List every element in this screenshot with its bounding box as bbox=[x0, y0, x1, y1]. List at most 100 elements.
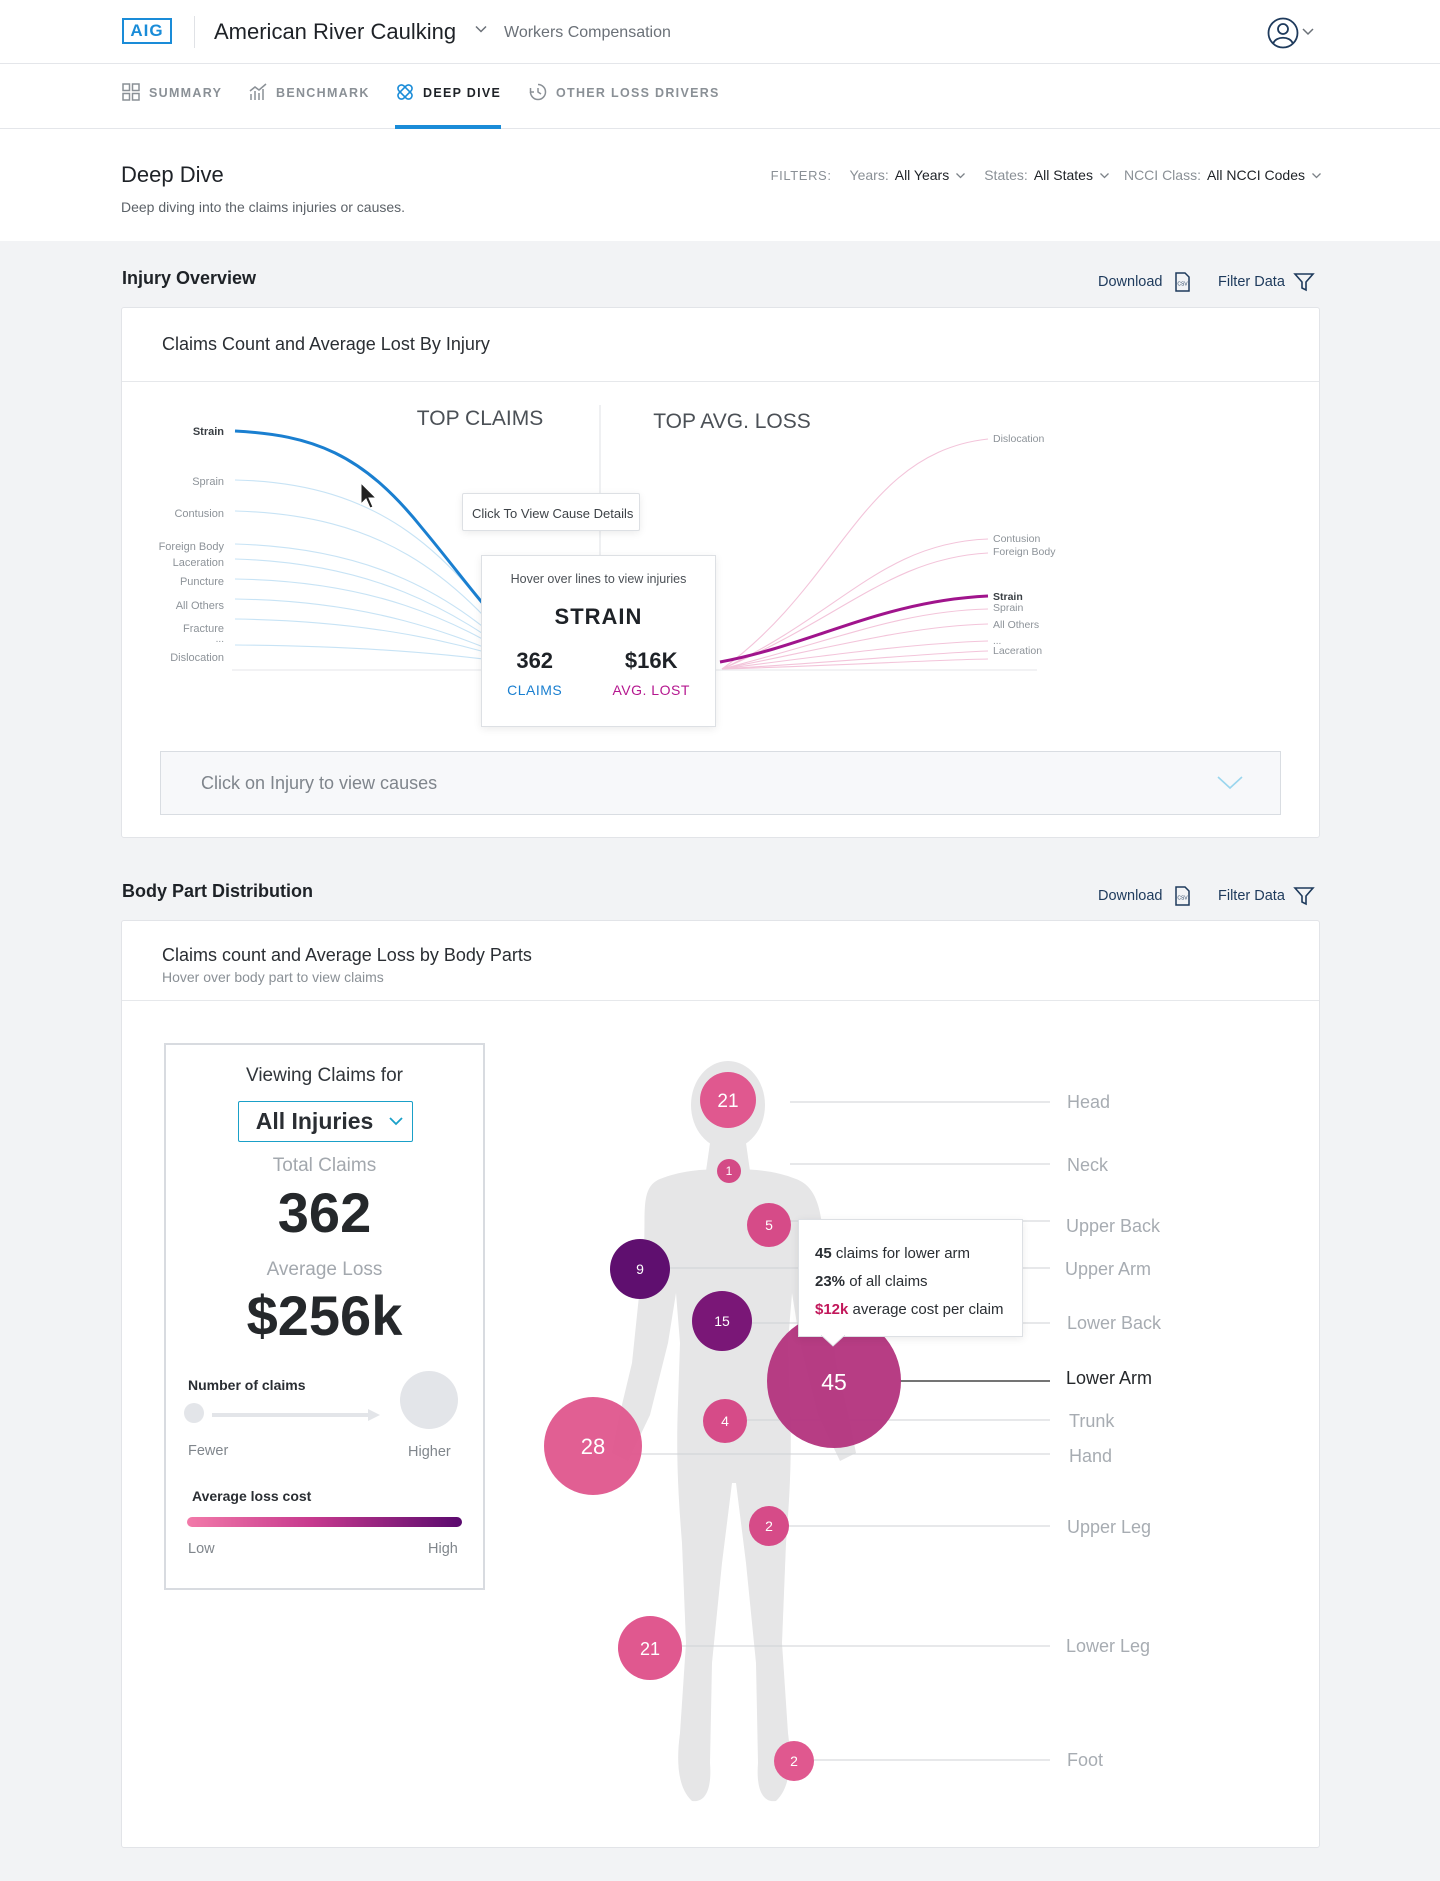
company-name[interactable]: American River Caulking bbox=[214, 19, 457, 44]
aig-logo[interactable]: AIG bbox=[122, 18, 172, 44]
injury-hover-card: Hover over lines to view injuries STRAIN… bbox=[481, 555, 716, 727]
bubble-upper-arm-count: 9 bbox=[636, 1261, 644, 1277]
right-faint-lines bbox=[721, 438, 989, 670]
strain-loss-line[interactable] bbox=[719, 594, 989, 664]
label-upper-leg[interactable]: Upper Leg bbox=[1067, 1517, 1151, 1537]
states-filter[interactable]: States: All States bbox=[984, 167, 1110, 183]
label-foot[interactable]: Foot bbox=[1067, 1750, 1103, 1770]
tooltip-cost-text: average cost per claim bbox=[852, 1301, 1004, 1318]
label-head[interactable]: Head bbox=[1067, 1092, 1110, 1112]
bubble-lower-back[interactable]: 15 bbox=[692, 1291, 752, 1351]
claims-value: 362 bbox=[516, 648, 554, 673]
tooltip-pct-text: of all claims bbox=[849, 1273, 928, 1290]
chevron-down-icon[interactable] bbox=[474, 22, 488, 36]
bubble-lower-leg[interactable]: 21 bbox=[618, 1616, 682, 1680]
bubble-upper-leg-count: 2 bbox=[765, 1518, 773, 1534]
high-label: High bbox=[428, 1541, 458, 1557]
left-label-puncture[interactable]: Puncture bbox=[180, 576, 224, 588]
years-filter[interactable]: Years: All Years bbox=[850, 167, 967, 183]
filter-data-label: Filter Data bbox=[1218, 888, 1285, 904]
bubble-lower-back-count: 15 bbox=[714, 1313, 730, 1329]
bubble-lower-arm[interactable]: 45 bbox=[767, 1314, 901, 1448]
left-label-dislocation[interactable]: Dislocation bbox=[170, 652, 224, 664]
tab-label: DEEP DIVE bbox=[423, 86, 502, 100]
filter-data-button[interactable]: Filter Data bbox=[1218, 885, 1315, 907]
bubble-hand[interactable]: 28 bbox=[544, 1397, 642, 1495]
csv-file-icon: CSV bbox=[1174, 272, 1190, 292]
filter-data-label: Filter Data bbox=[1218, 274, 1285, 290]
filters-label: FILTERS: bbox=[770, 167, 832, 183]
right-label-all-others[interactable]: All Others bbox=[993, 619, 1039, 631]
injury-overview-title: Injury Overview bbox=[122, 268, 257, 288]
right-label-laceration[interactable]: Laceration bbox=[993, 645, 1042, 657]
bubble-upper-arm[interactable]: 9 bbox=[610, 1239, 670, 1299]
label-neck[interactable]: Neck bbox=[1067, 1155, 1109, 1175]
bubble-neck[interactable]: 1 bbox=[717, 1159, 741, 1183]
body-part-tooltip: 45 claims for lower arm 23% of all claim… bbox=[798, 1219, 1023, 1347]
ncci-filter[interactable]: NCCI Class: All NCCI Codes bbox=[1124, 167, 1322, 183]
bubble-neck-count: 1 bbox=[726, 1164, 733, 1178]
label-trunk[interactable]: Trunk bbox=[1069, 1411, 1115, 1431]
user-menu-button[interactable] bbox=[1266, 16, 1326, 50]
download-button[interactable]: Download CSV bbox=[1098, 271, 1193, 293]
top-claims-label: TOP CLAIMS bbox=[417, 407, 543, 430]
bubble-foot-count: 2 bbox=[790, 1753, 798, 1769]
left-label-all-others[interactable]: All Others bbox=[176, 600, 225, 612]
label-upper-back[interactable]: Upper Back bbox=[1066, 1216, 1161, 1236]
left-label-strain[interactable]: Strain bbox=[193, 426, 224, 438]
label-lower-arm[interactable]: Lower Arm bbox=[1066, 1368, 1152, 1388]
injury-select[interactable]: All Injuries bbox=[238, 1101, 413, 1142]
filter-data-button[interactable]: Filter Data bbox=[1218, 271, 1315, 293]
right-label-contusion[interactable]: Contusion bbox=[993, 533, 1040, 545]
left-label-sprain[interactable]: Sprain bbox=[192, 476, 224, 488]
right-label-dislocation[interactable]: Dislocation bbox=[993, 433, 1045, 445]
body-card-header: Claims count and Average Loss by Body Pa… bbox=[122, 921, 1319, 1001]
left-label-foreign-body[interactable]: Foreign Body bbox=[159, 541, 225, 553]
label-lower-leg[interactable]: Lower Leg bbox=[1066, 1636, 1150, 1656]
bubble-head[interactable]: 21 bbox=[700, 1072, 756, 1128]
label-lower-back[interactable]: Lower Back bbox=[1067, 1313, 1162, 1333]
total-claims-label: Total Claims bbox=[272, 1155, 377, 1176]
bubble-foot[interactable]: 2 bbox=[774, 1741, 814, 1781]
body-map[interactable]: 21 1 5 9 15 45 4 28 2 21 2 Head Neck Upp… bbox=[500, 1043, 1300, 1823]
causes-prompt: Click on Injury to view causes bbox=[201, 773, 438, 793]
bubble-head-count: 21 bbox=[717, 1091, 738, 1112]
causes-dropdown[interactable]: Click on Injury to view causes bbox=[160, 751, 1281, 815]
download-button[interactable]: Download CSV bbox=[1098, 885, 1193, 907]
left-label-contusion[interactable]: Contusion bbox=[174, 508, 224, 520]
injury-select-value: All Injuries bbox=[255, 1108, 374, 1134]
tab-summary[interactable]: SUMMARY bbox=[121, 83, 222, 129]
body-part-title: Body Part Distribution bbox=[122, 881, 314, 901]
clock-icon bbox=[529, 83, 547, 101]
bubble-trunk[interactable]: 4 bbox=[703, 1399, 747, 1443]
right-label-strain[interactable]: Strain bbox=[993, 591, 1023, 603]
funnel-icon bbox=[1293, 887, 1315, 906]
left-ellipsis: ... bbox=[216, 634, 224, 645]
average-loss-value: $256k bbox=[246, 1284, 403, 1347]
bubble-upper-back[interactable]: 5 bbox=[747, 1203, 791, 1247]
tab-label: BENCHMARK bbox=[276, 86, 370, 100]
tab-deep-dive[interactable]: DEEP DIVE bbox=[395, 84, 502, 129]
left-label-fracture[interactable]: Fracture bbox=[183, 623, 224, 635]
chevron-down-icon bbox=[1099, 172, 1109, 178]
download-label: Download bbox=[1098, 888, 1163, 904]
right-label-sprain[interactable]: Sprain bbox=[993, 602, 1024, 614]
svg-text:CSV: CSV bbox=[1177, 282, 1188, 288]
average-loss-label: Average Loss bbox=[266, 1259, 383, 1280]
line-of-business: Workers Compensation bbox=[504, 24, 671, 41]
tooltip-claims: 45 bbox=[815, 1245, 832, 1262]
page-title: Deep Dive bbox=[121, 162, 224, 187]
bubble-trunk-count: 4 bbox=[721, 1413, 729, 1429]
states-filter-label: States: bbox=[984, 167, 1028, 183]
tab-other-loss-drivers[interactable]: OTHER LOSS DRIVERS bbox=[528, 83, 720, 129]
tooltip-cost-line: $12k average cost per claim bbox=[815, 1296, 1022, 1324]
left-label-laceration[interactable]: Laceration bbox=[173, 557, 224, 569]
right-label-foreign-body[interactable]: Foreign Body bbox=[993, 546, 1056, 558]
bubble-upper-leg[interactable]: 2 bbox=[749, 1506, 789, 1546]
label-upper-arm[interactable]: Upper Arm bbox=[1065, 1259, 1151, 1279]
label-hand[interactable]: Hand bbox=[1069, 1446, 1112, 1466]
body-bubbles[interactable]: 21 1 5 9 15 45 4 28 2 21 2 bbox=[544, 1072, 901, 1781]
tab-benchmark[interactable]: BENCHMARK bbox=[248, 83, 370, 129]
ncci-filter-label: NCCI Class: bbox=[1123, 167, 1201, 183]
page-subtitle: Deep diving into the claims injuries or … bbox=[121, 199, 406, 215]
